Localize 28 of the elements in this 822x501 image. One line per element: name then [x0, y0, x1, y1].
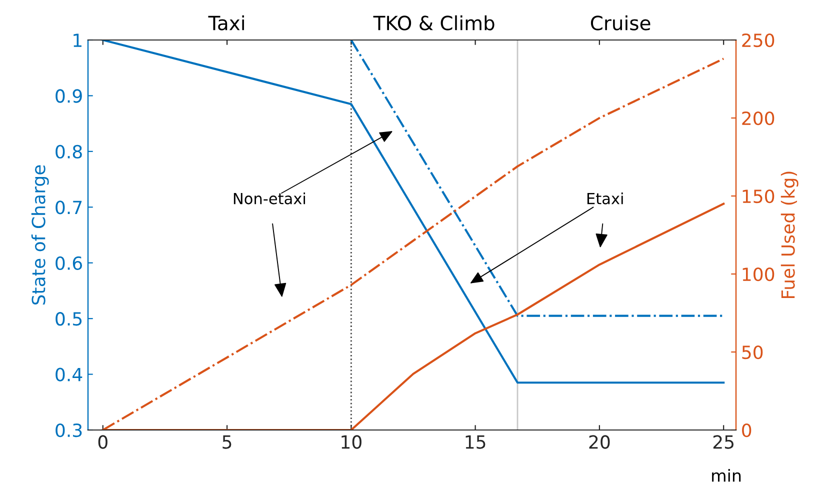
text: Cruise: [590, 15, 650, 30]
y-tick-label: 0.6: [56, 256, 82, 270]
y2-tick-label: 100: [742, 267, 774, 282]
x-tick-label: 15: [466, 435, 486, 449]
x-tick-label: 20: [589, 435, 610, 449]
y-tick-label: 0.8: [56, 144, 82, 159]
y-tick-label: 0.5: [56, 312, 82, 326]
annotation: Etaxi: [587, 192, 623, 204]
annotation: Non-etaxi: [234, 192, 306, 204]
x-tick-label: 5: [222, 435, 232, 449]
y2-tick-label: 200: [742, 111, 774, 126]
y-axis-title: State of Charge: [31, 165, 49, 305]
y-tick-label: 1: [74, 34, 82, 47]
x-axis-title: min: [712, 469, 741, 482]
y-tick-label: 0.3: [56, 423, 82, 438]
y-tick-label: 0.9: [56, 89, 82, 103]
y2-tick-label: 50: [742, 345, 763, 360]
y-tick-label: 0.7: [56, 200, 82, 214]
text: Taxi: [208, 15, 244, 30]
y-tick-label: 0.4: [56, 368, 82, 382]
y2-axis-title: Fuel Used (kg): [780, 172, 798, 298]
x-tick-label: 25: [713, 435, 734, 449]
x-tick-label: 10: [342, 435, 362, 449]
y2-tick-label: 250: [742, 33, 774, 48]
text: TKO & Climb: [373, 15, 494, 30]
x-tick-label: 0: [98, 435, 108, 449]
y2-tick-label: 0: [742, 423, 752, 438]
y2-tick-label: 150: [742, 189, 774, 204]
